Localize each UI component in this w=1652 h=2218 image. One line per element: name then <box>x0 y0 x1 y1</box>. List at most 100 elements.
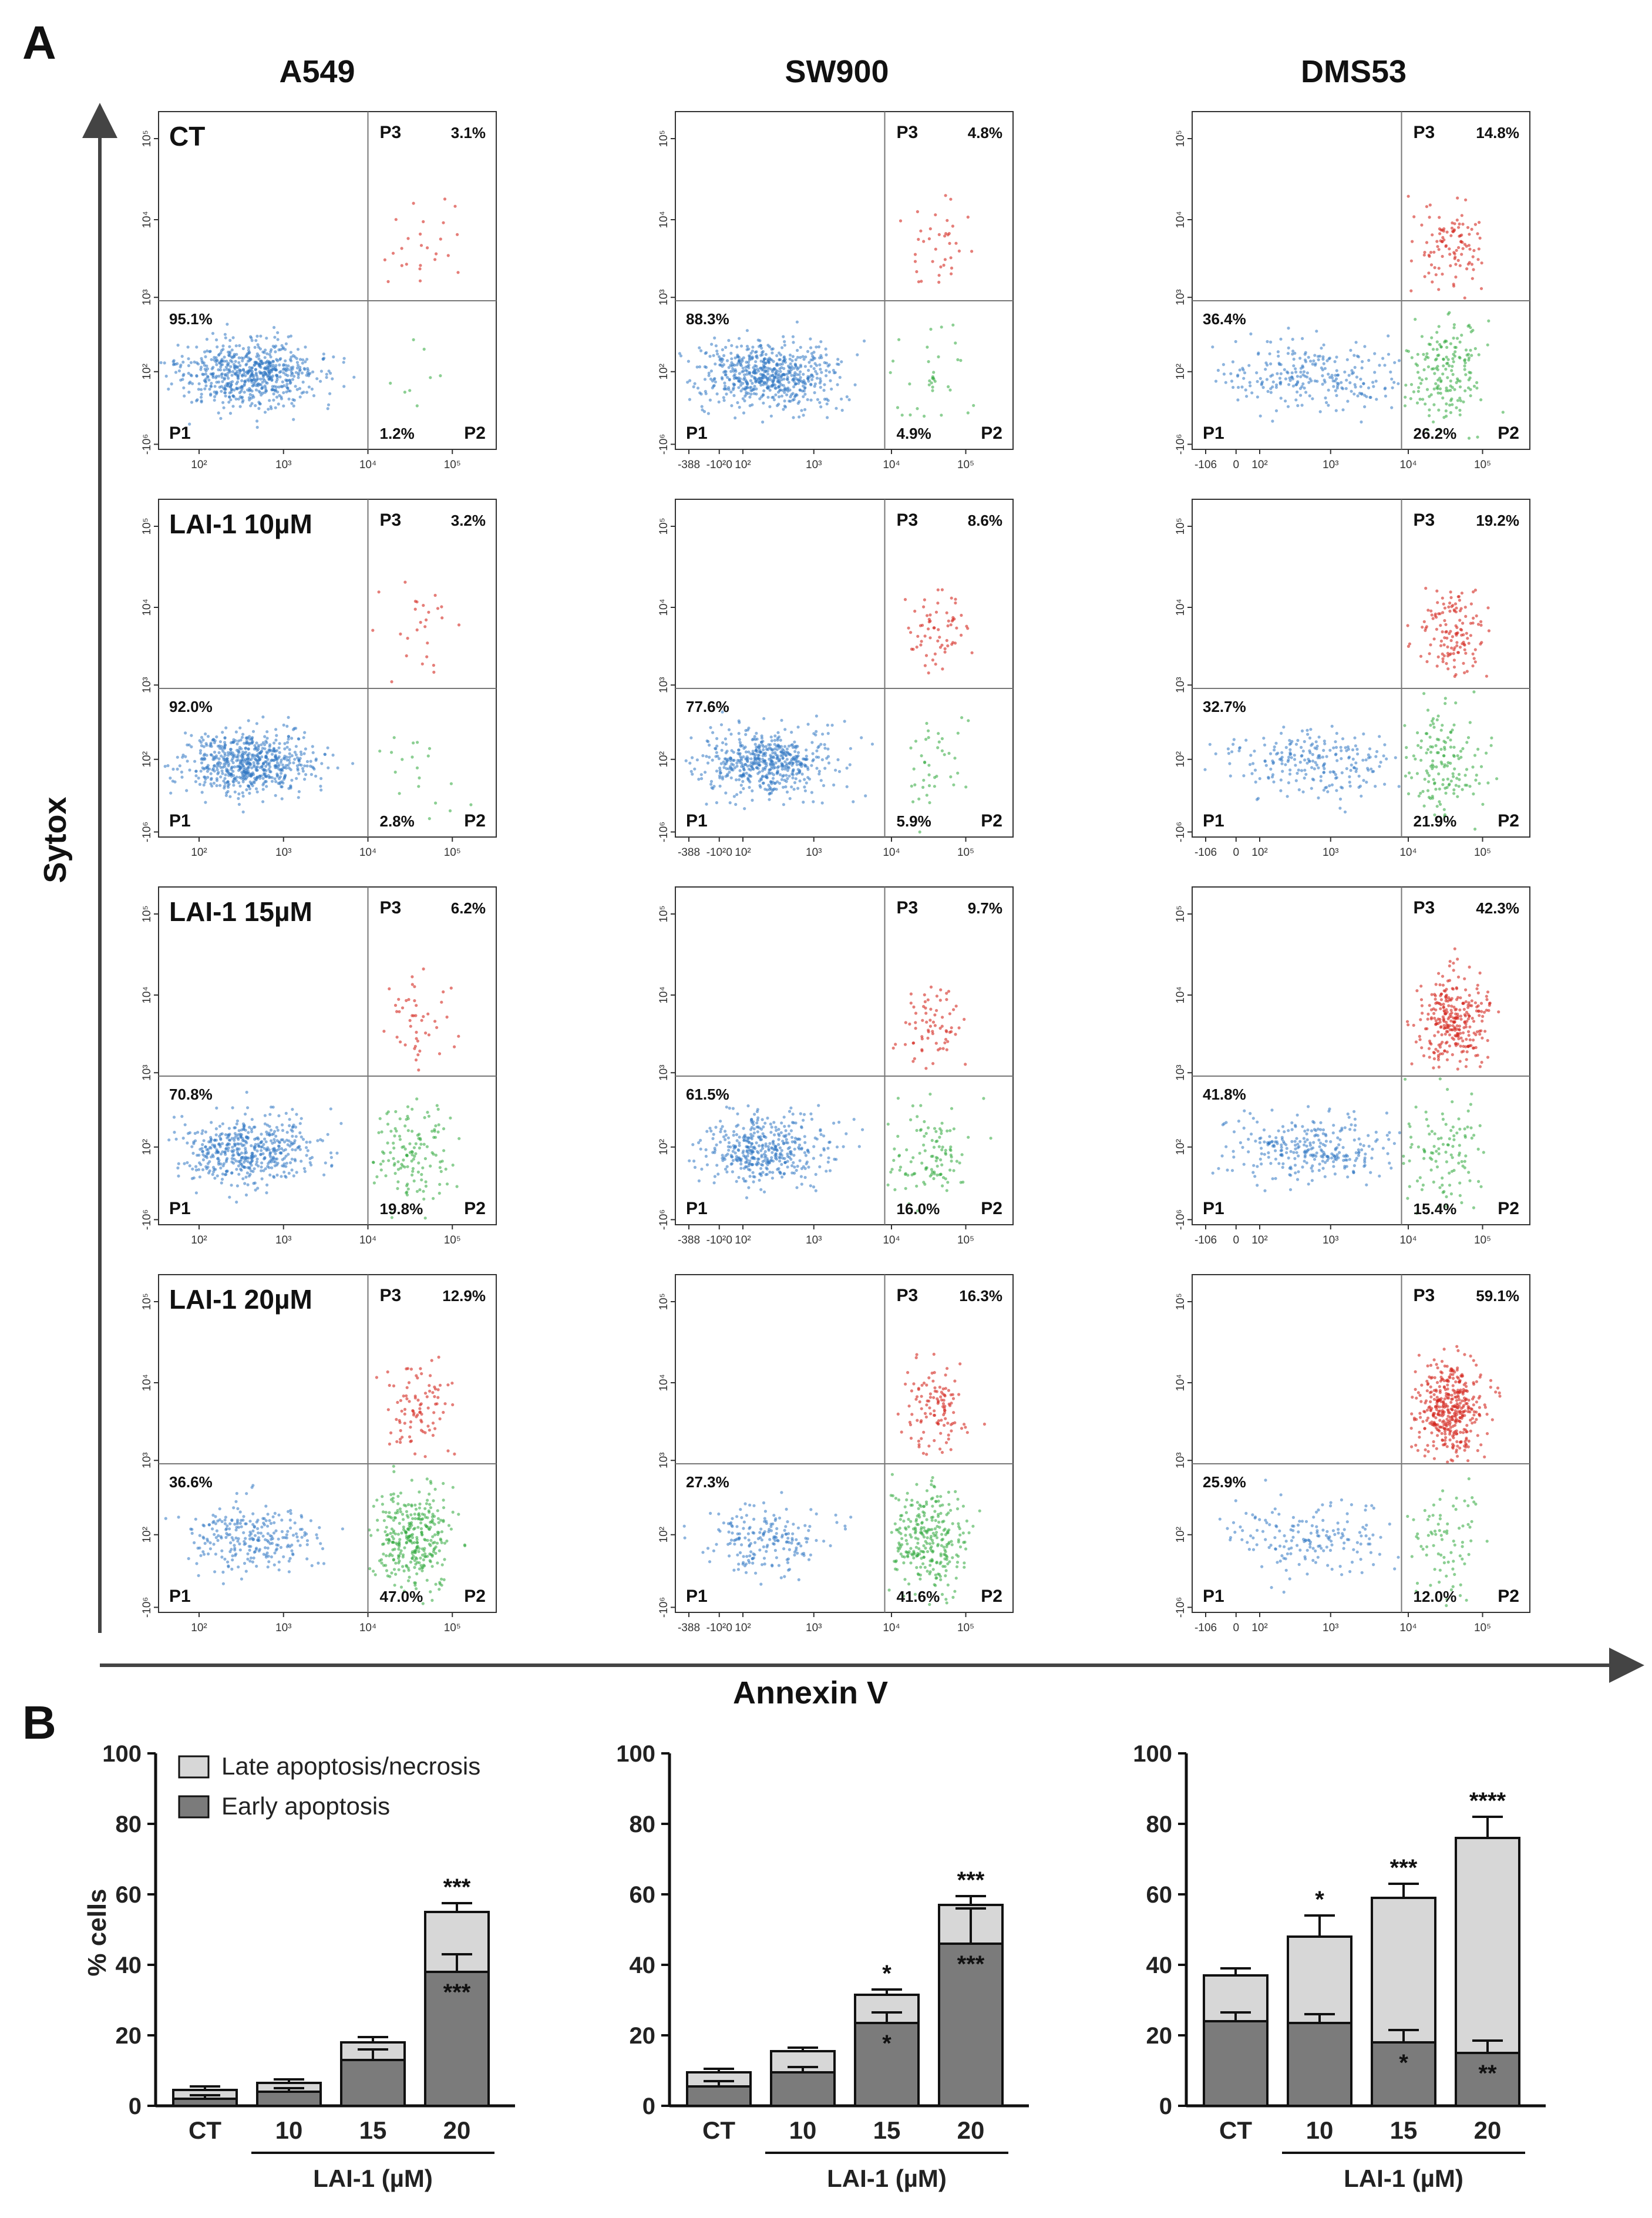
p1-event <box>1288 772 1292 776</box>
p2-event <box>1471 765 1475 769</box>
p1-event <box>211 332 215 335</box>
p1-event <box>765 1172 769 1176</box>
p1-event <box>693 382 697 385</box>
p2-event <box>933 776 937 779</box>
p1-event <box>824 347 827 351</box>
p3-event <box>960 613 963 617</box>
y-tick-label: 10³ <box>1175 290 1187 305</box>
p2-event <box>1443 815 1446 818</box>
p1-event <box>235 380 240 384</box>
plot-frame <box>158 499 497 838</box>
p2-event <box>1469 394 1472 398</box>
p2-event <box>1432 403 1436 406</box>
p1-event <box>745 345 749 348</box>
p1-event <box>275 734 278 737</box>
p1-event <box>733 364 736 367</box>
p1-event <box>243 1182 247 1185</box>
p1-percent: 70.8% <box>169 1086 213 1103</box>
p1-event <box>791 1113 795 1116</box>
p1-event <box>176 755 179 759</box>
p3-event <box>1469 602 1473 606</box>
p1-event <box>1332 746 1335 750</box>
p1-event <box>836 358 840 361</box>
x-tick-label: 10⁴ <box>883 846 900 859</box>
p2-event <box>924 738 928 741</box>
p1-event <box>1216 368 1220 372</box>
p1-event <box>773 747 776 751</box>
p1-event <box>238 344 241 348</box>
p3-percent: 6.2% <box>451 899 486 917</box>
p1-event <box>180 770 183 774</box>
p2-event <box>1454 784 1458 787</box>
p3-event <box>921 623 924 627</box>
p3-event <box>1444 623 1448 626</box>
p2-event <box>1432 722 1435 725</box>
p1-event <box>234 397 238 401</box>
p1-event <box>735 345 739 349</box>
p3-event <box>390 680 393 684</box>
p1-event <box>758 381 761 384</box>
p1-event <box>1350 369 1354 372</box>
p1-event <box>1271 761 1275 765</box>
p1-event <box>277 1114 281 1118</box>
p1-event <box>1296 375 1299 378</box>
p1-event <box>734 356 737 359</box>
p1-event <box>255 382 259 386</box>
p1-event <box>219 1152 223 1156</box>
p1-event <box>287 787 291 790</box>
p3-event <box>411 975 414 979</box>
p1-event <box>823 767 827 770</box>
p1-event <box>254 787 258 791</box>
p2-event <box>415 766 419 769</box>
p1-event <box>820 801 824 805</box>
p1-event <box>265 730 269 734</box>
p1-event <box>853 383 857 387</box>
p1-event <box>224 365 228 369</box>
p3-event <box>931 260 934 263</box>
p1-event <box>204 767 207 770</box>
p2-event <box>923 760 927 764</box>
p1-event <box>840 397 843 401</box>
p2-event <box>1412 390 1415 394</box>
p3-event <box>1455 626 1459 629</box>
p1-event <box>266 1146 270 1150</box>
p3-event <box>427 610 430 614</box>
p1-event <box>266 368 270 372</box>
p1-event <box>254 768 258 771</box>
p1-event <box>319 784 322 788</box>
p2-event <box>910 784 913 788</box>
p1-event <box>1279 396 1283 400</box>
p1-event <box>790 785 793 789</box>
p2-event <box>916 407 919 411</box>
p1-event <box>758 1172 762 1176</box>
p1-event <box>253 764 256 767</box>
p3-event <box>1466 637 1469 640</box>
p1-event <box>790 1164 794 1168</box>
p1-event <box>268 761 271 765</box>
p1-event <box>237 1164 240 1168</box>
p2-event <box>918 830 921 834</box>
p1-event <box>788 1110 792 1113</box>
p1-event <box>1211 345 1214 349</box>
p3-event <box>419 620 422 624</box>
p1-event <box>186 743 189 747</box>
p1-event <box>1271 759 1274 763</box>
p3-event <box>1466 226 1470 229</box>
p1-event <box>1340 785 1343 789</box>
p3-event <box>916 634 920 638</box>
p1-event <box>275 1157 279 1161</box>
p1-event <box>239 1162 243 1165</box>
y-tick-label: 10⁴ <box>141 986 153 1003</box>
p1-event <box>744 732 748 737</box>
p1-event <box>225 791 228 795</box>
p1-event <box>213 1138 217 1142</box>
p1-event <box>304 360 307 364</box>
p1-event <box>250 1164 253 1167</box>
p1-event <box>1339 745 1343 749</box>
p1-event <box>741 370 744 374</box>
p1-event <box>1328 770 1332 774</box>
p1-event <box>290 737 294 740</box>
p1-event <box>272 1175 276 1179</box>
p1-event <box>1335 355 1338 359</box>
p1-event <box>279 761 282 764</box>
